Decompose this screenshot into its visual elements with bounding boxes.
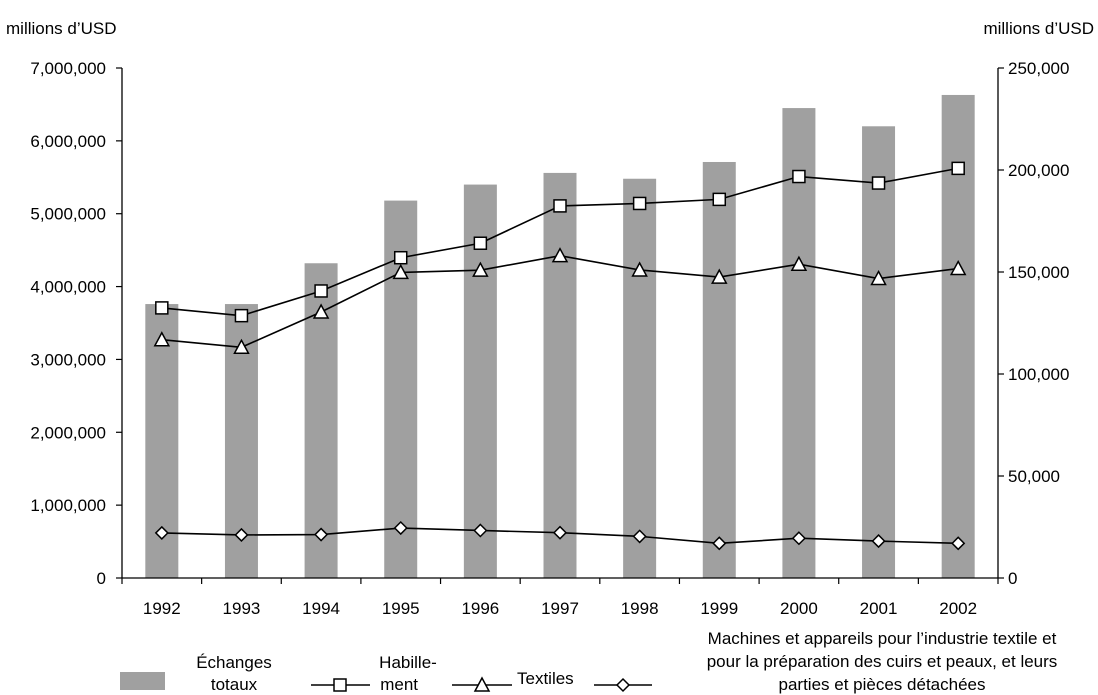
- point-square-2001: [871, 176, 886, 190]
- point-triangle-1995: [392, 263, 409, 280]
- left-tick-label: 5,000,000: [30, 205, 106, 224]
- right-axis-unit: millions d’USD: [983, 19, 1094, 38]
- right-tick-label: 200,000: [1008, 161, 1069, 180]
- right-tick-label: 100,000: [1008, 365, 1069, 384]
- point-square-1997: [553, 199, 567, 213]
- point-square-1995: [393, 250, 408, 265]
- point-triangle-2001: [870, 269, 887, 286]
- x-tick-label-2000: 2000: [780, 599, 818, 618]
- point-triangle-1992: [153, 331, 171, 347]
- right-tick-label: 250,000: [1008, 59, 1069, 78]
- point-diamond-1994: [314, 527, 329, 542]
- point-diamond-2002: [951, 536, 966, 551]
- left-tick-label: 0: [97, 569, 106, 588]
- bar-echanges-2000: [782, 108, 816, 579]
- point-square-1994: [314, 284, 328, 298]
- legend: Échanges totaux Habille- ment Textiles M…: [120, 629, 1057, 694]
- x-tick-label-2001: 2001: [860, 599, 898, 618]
- legend-habillement-marker: [311, 678, 370, 692]
- point-square-1996: [473, 236, 488, 250]
- x-tick-label-1995: 1995: [382, 599, 420, 618]
- point-square-1992: [155, 301, 169, 315]
- point-triangle-1997: [551, 247, 569, 263]
- point-square-1993: [234, 308, 249, 323]
- point-triangle-2002: [949, 259, 967, 276]
- point-diamond-1992: [154, 525, 169, 540]
- x-tick-label-1999: 1999: [700, 599, 738, 618]
- right-tick-label: 150,000: [1008, 263, 1069, 282]
- legend-habillement-label-line2: ment: [380, 675, 418, 694]
- right-tick-label: 0: [1008, 569, 1017, 588]
- point-triangle-1993: [233, 338, 250, 355]
- bar-echanges-1997: [543, 172, 577, 578]
- point-triangle-1999: [711, 268, 728, 284]
- point-square-1998: [632, 196, 647, 211]
- bar-echanges-2002: [941, 94, 975, 578]
- legend-bar-label-line1: Échanges: [196, 653, 272, 672]
- point-diamond-1993: [234, 527, 249, 543]
- x-tick-label-1992: 1992: [143, 599, 181, 618]
- left-tick-label: 4,000,000: [30, 278, 106, 297]
- point-diamond-1997: [552, 525, 568, 540]
- point-square-2000: [792, 169, 806, 184]
- point-diamond-1998: [632, 529, 647, 544]
- point-diamond-2000: [791, 531, 806, 546]
- point-triangle-1998: [631, 261, 648, 277]
- x-tick-label-1997: 1997: [541, 599, 579, 618]
- left-tick-label: 6,000,000: [30, 132, 106, 151]
- left-tick-label: 7,000,000: [30, 59, 106, 78]
- left-tick-label: 1,000,000: [30, 496, 106, 515]
- point-triangle-1994: [312, 303, 330, 319]
- legend-bar-label-line2: totaux: [211, 675, 258, 694]
- point-square-1999: [712, 192, 727, 207]
- x-tick-label-1996: 1996: [461, 599, 499, 618]
- legend-machines-marker: [594, 677, 652, 693]
- legend-textiles-label: Textiles: [517, 669, 574, 688]
- x-tick-label-2002: 2002: [939, 599, 977, 618]
- legend-machines-label-line1: Machines et appareils pour l’industrie t…: [708, 629, 1057, 648]
- point-square-2002: [951, 161, 965, 176]
- x-tick-label-1998: 1998: [621, 599, 659, 618]
- point-diamond-1995: [393, 520, 408, 536]
- left-tick-label: 2,000,000: [30, 423, 106, 442]
- bar-echanges-1996: [463, 184, 497, 579]
- legend-bar-swatch: [120, 672, 165, 690]
- x-tick-label-1994: 1994: [302, 599, 340, 618]
- point-diamond-1996: [473, 523, 488, 538]
- bar-echanges-2001: [862, 126, 896, 579]
- x-tick-label-1993: 1993: [223, 599, 261, 618]
- legend-machines-label-line2: pour la préparation des cuirs et peaux, …: [707, 652, 1058, 671]
- bar-echanges-1999: [702, 161, 736, 578]
- point-diamond-2001: [871, 534, 886, 549]
- left-axis-unit: millions d’USD: [6, 19, 117, 38]
- point-triangle-2000: [790, 255, 808, 271]
- bar-echanges-1998: [623, 178, 657, 578]
- point-diamond-1999: [712, 536, 727, 551]
- left-tick-label: 3,000,000: [30, 350, 106, 369]
- legend-machines-label-line3: parties et pièces détachées: [779, 675, 986, 694]
- point-triangle-1996: [472, 261, 489, 277]
- legend-habillement-label-line1: Habille-: [379, 653, 437, 672]
- right-tick-label: 50,000: [1008, 467, 1060, 486]
- legend-textiles-marker: [452, 676, 512, 692]
